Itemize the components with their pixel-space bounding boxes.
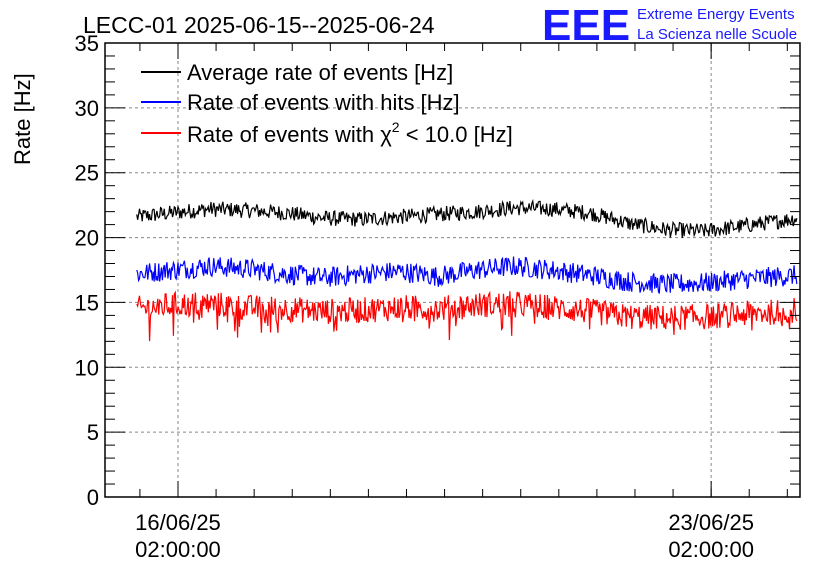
y-tick-label: 10 [75, 355, 99, 380]
legend-chi2-suffix: < 10.0 [Hz] [400, 122, 513, 147]
legend-chi2-sup: 2 [392, 119, 400, 135]
legend-label-average: Average rate of events [Hz] [187, 60, 453, 85]
legend-label-hits: Rate of events with hits [Hz] [187, 90, 460, 115]
y-tick-label: 25 [75, 161, 99, 186]
y-axis-label: Rate [Hz] [10, 73, 35, 165]
legend-chi2-greek: χ [380, 122, 392, 147]
y-tick-label: 0 [87, 485, 99, 510]
plot-frame [104, 42, 801, 498]
x-tick-label-date: 23/06/25 [668, 510, 754, 535]
legend: Average rate of events [Hz] Rate of even… [141, 60, 513, 147]
y-tick-label: 5 [87, 420, 99, 445]
series-lines [136, 198, 798, 342]
y-tick-label: 30 [75, 96, 99, 121]
series-line-hits [136, 256, 798, 294]
y-tick-label: 15 [75, 290, 99, 315]
y-tick-label: 35 [75, 31, 99, 56]
legend-label-chi2: Rate of events with χ2 < 10.0 [Hz] [187, 119, 513, 147]
x-tick-label-time: 02:00:00 [135, 537, 221, 562]
logo-line-2: La Scienza nelle Scuole [637, 26, 797, 43]
series-line-average [136, 198, 798, 238]
series-line-chi2 [136, 290, 798, 342]
logo-mark: EEE [542, 1, 630, 50]
axes [104, 42, 801, 498]
eee-logo: EEE Extreme Energy Events La Scienza nel… [542, 1, 797, 50]
y-tick-labels: 0 5 10 15 20 25 30 35 [75, 31, 99, 510]
x-tick-label-time: 02:00:00 [668, 537, 754, 562]
logo-line-1: Extreme Energy Events [637, 6, 795, 23]
y-tick-label: 20 [75, 226, 99, 251]
legend-chi2-prefix: Rate of events with [187, 122, 380, 147]
chart-title: LECC-01 2025-06-15--2025-06-24 [83, 12, 435, 38]
x-tick-label-date: 16/06/25 [135, 510, 221, 535]
